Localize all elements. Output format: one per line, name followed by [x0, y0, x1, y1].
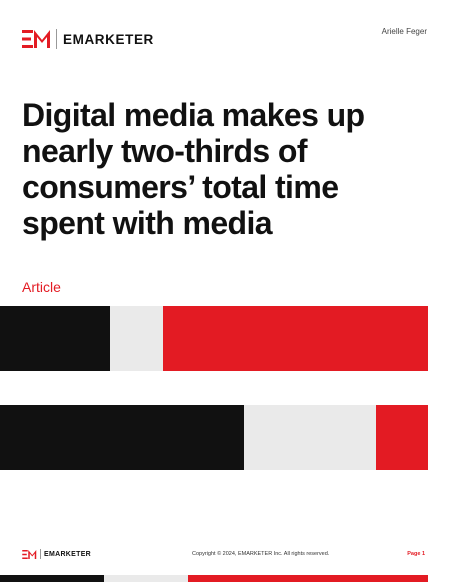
band-segment-light — [244, 405, 376, 470]
em-logo-icon — [22, 30, 50, 48]
header-logo: EMARKETER — [22, 29, 154, 49]
logo-divider — [56, 29, 57, 49]
brand-name: EMARKETER — [63, 31, 154, 47]
copyright-text: Copyright © 2024, EMARKETER Inc. All rig… — [192, 551, 330, 557]
band-segment-light — [104, 575, 188, 582]
band-segment-light — [110, 306, 163, 371]
page-number: Page 1 — [407, 551, 425, 557]
band-segment-red — [376, 405, 428, 470]
footer-logo: EMARKETER — [22, 549, 91, 559]
decorative-band-bottom — [0, 575, 428, 582]
band-segment-red — [163, 306, 428, 371]
band-segment-black — [0, 405, 244, 470]
em-logo-icon — [22, 549, 37, 559]
logo-divider — [40, 549, 41, 559]
band-segment-red — [188, 575, 428, 582]
decorative-band-top — [0, 306, 428, 371]
footer-brand-name: EMARKETER — [44, 550, 92, 558]
author-name: Arielle Feger — [381, 27, 427, 36]
band-segment-black — [0, 306, 110, 371]
band-segment-black — [0, 575, 104, 582]
page-title: Digital media makes up nearly two-thirds… — [22, 97, 365, 241]
decorative-band-middle — [0, 405, 428, 470]
content-type-label: Article — [22, 279, 61, 295]
